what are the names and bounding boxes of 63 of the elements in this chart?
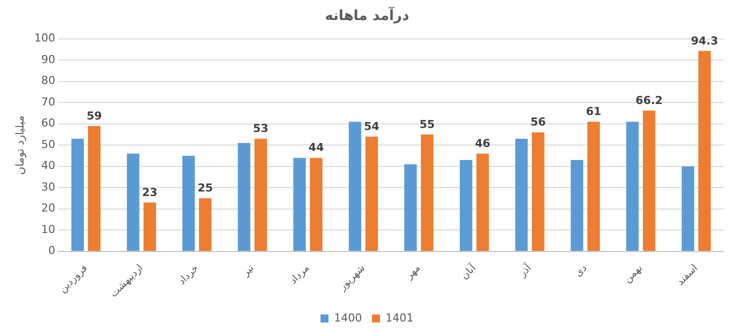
bar — [532, 132, 544, 251]
data-label: 94.3 — [691, 34, 718, 48]
data-label: 61 — [586, 105, 602, 118]
data-label: 54 — [364, 120, 380, 133]
bar — [642, 110, 656, 251]
bar — [404, 164, 417, 251]
bar — [88, 126, 100, 251]
data-label: 25 — [198, 182, 213, 195]
bar — [348, 122, 362, 251]
y-tick-label: 60 — [41, 116, 56, 130]
bar — [570, 160, 584, 251]
data-label: 44 — [308, 141, 324, 154]
bar — [238, 142, 250, 251]
data-label: 23 — [142, 186, 158, 199]
chart-title: درآمد ماهانه — [324, 6, 410, 24]
bar — [460, 160, 472, 251]
bar — [198, 198, 212, 251]
x-tick-label: مرداد — [288, 262, 312, 287]
y-tick-label: 0 — [48, 244, 56, 258]
y-axis-title: میلیارد تومان — [13, 115, 26, 175]
legend-label: 1400 — [334, 311, 362, 324]
bar — [515, 138, 528, 251]
y-tick-label: 30 — [41, 180, 56, 194]
data-label: 46 — [474, 136, 491, 150]
bar — [182, 156, 195, 251]
bar — [365, 136, 378, 251]
bar — [698, 50, 711, 251]
data-label: 59 — [86, 109, 102, 122]
bar — [420, 134, 434, 251]
bar — [126, 154, 140, 251]
x-tick-label: شهریور — [336, 262, 368, 294]
bar — [144, 202, 156, 251]
data-label: 53 — [253, 122, 268, 136]
bar — [310, 158, 322, 251]
bar — [587, 122, 600, 251]
data-label: 55 — [420, 118, 435, 131]
x-tick-label: تیر — [240, 262, 256, 280]
x-tick-label: خرداد — [176, 262, 201, 288]
data-label: 56 — [530, 116, 546, 129]
y-tick-label: 50 — [41, 138, 56, 151]
legend-label: 1401 — [386, 311, 414, 324]
bar — [293, 158, 306, 251]
bar — [626, 122, 639, 251]
y-tick-label: 80 — [41, 74, 56, 88]
x-tick-label: بهمن — [622, 262, 645, 286]
y-tick-label: 10 — [41, 222, 56, 236]
y-tick-label: 100 — [34, 32, 56, 45]
y-tick-label: 90 — [41, 52, 56, 66]
x-tick-label: فروردین — [58, 262, 90, 296]
y-tick-label: 40 — [41, 159, 56, 172]
bar — [254, 138, 267, 251]
x-tick-label: آبان — [458, 260, 480, 282]
data-label: 66.2 — [636, 94, 663, 108]
x-tick-label: آذر — [515, 260, 535, 280]
x-tick-label: دی — [572, 262, 590, 280]
bar — [71, 138, 84, 251]
x-tick-label: اسفند — [675, 262, 700, 288]
bar — [682, 166, 694, 251]
y-tick-label: 20 — [41, 202, 56, 215]
x-tick-label: اردیبهشت — [108, 262, 146, 300]
y-tick-label: 70 — [41, 95, 56, 108]
x-tick-label: مهر — [403, 262, 423, 282]
bar — [476, 154, 489, 251]
